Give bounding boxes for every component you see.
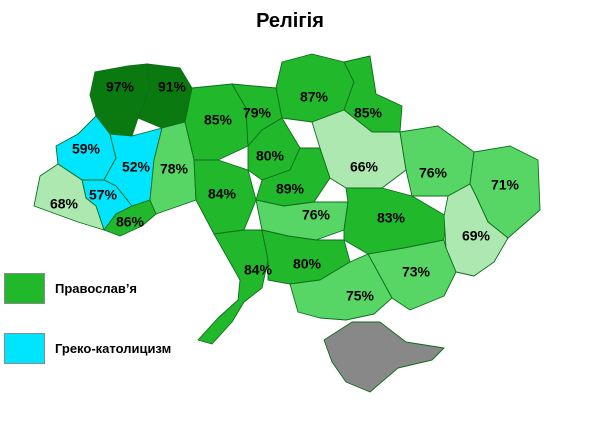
region-sumy-value-label: 85% (354, 105, 383, 121)
legend-item-orthodox: Православ’я (4, 273, 137, 304)
region-zakarpattia-value-label: 68% (50, 196, 79, 212)
region-kharkiv (399, 125, 475, 197)
region-kyiv-value-label: 80% (256, 148, 285, 164)
labels-layer: 97% 91% 85% 79% 87% 85% 59% 52%57% 68% 86% 78% 84% 8… (50, 79, 520, 304)
regions-layer (33, 53, 541, 393)
region-kherson-value-label: 75% (346, 288, 375, 304)
map-title: Релігія (256, 10, 324, 32)
region-zaporizhzhia-value-label: 73% (402, 264, 431, 280)
legend-label-greek-catholic: Греко-католицизм (55, 341, 172, 356)
legend-label-orthodox: Православ’я (55, 281, 138, 296)
region-poltava-value-label: 66% (350, 159, 379, 175)
legend-swatch-greek-catholic (4, 333, 45, 364)
region-donetsk (443, 183, 509, 277)
region-volyn-value-label: 97% (106, 79, 135, 95)
region-vinnytsia-value-label: 84% (208, 186, 237, 202)
region-odesa-value-label: 84% (244, 262, 273, 278)
region-chernihiv-value-label: 87% (300, 89, 329, 105)
region-kherson (289, 253, 393, 321)
region-ivano-frankivsk-value-label: 57% (89, 187, 118, 203)
legend-swatch-orthodox (4, 273, 45, 304)
region-cherkasy-north-value-label: 89% (276, 181, 305, 197)
region-crimea (323, 321, 445, 393)
region-zhytomyr-value-label: 85% (204, 112, 233, 128)
region-ternopil-value-label: 52% (122, 159, 151, 175)
region-donetsk-value-label: 69% (462, 228, 491, 244)
region-khmelnytskyi (149, 121, 197, 215)
region-mykolaiv-value-label: 80% (293, 256, 322, 272)
legend-item-greek-catholic: Греко-католицизм (4, 333, 171, 364)
region-poltava (311, 109, 407, 189)
region-zakarpattia (33, 163, 105, 231)
region-lviv-value-label: 59% (72, 141, 101, 157)
region-khmelnytskyi-value-label: 78% (160, 161, 189, 177)
region-kharkiv-value-label: 76% (419, 165, 448, 181)
region-kyiv-north-value-label: 79% (243, 105, 272, 121)
region-kirovohrad-value-label: 76% (302, 207, 331, 223)
region-dnipropetrovsk-value-label: 83% (377, 210, 406, 226)
region-chernivtsi-value-label: 86% (116, 214, 145, 230)
region-odesa (197, 229, 269, 345)
region-volyn (89, 63, 151, 137)
region-vinnytsia (193, 159, 257, 235)
region-rivne-value-label: 91% (158, 79, 187, 95)
region-luhansk-value-label: 71% (491, 177, 520, 193)
